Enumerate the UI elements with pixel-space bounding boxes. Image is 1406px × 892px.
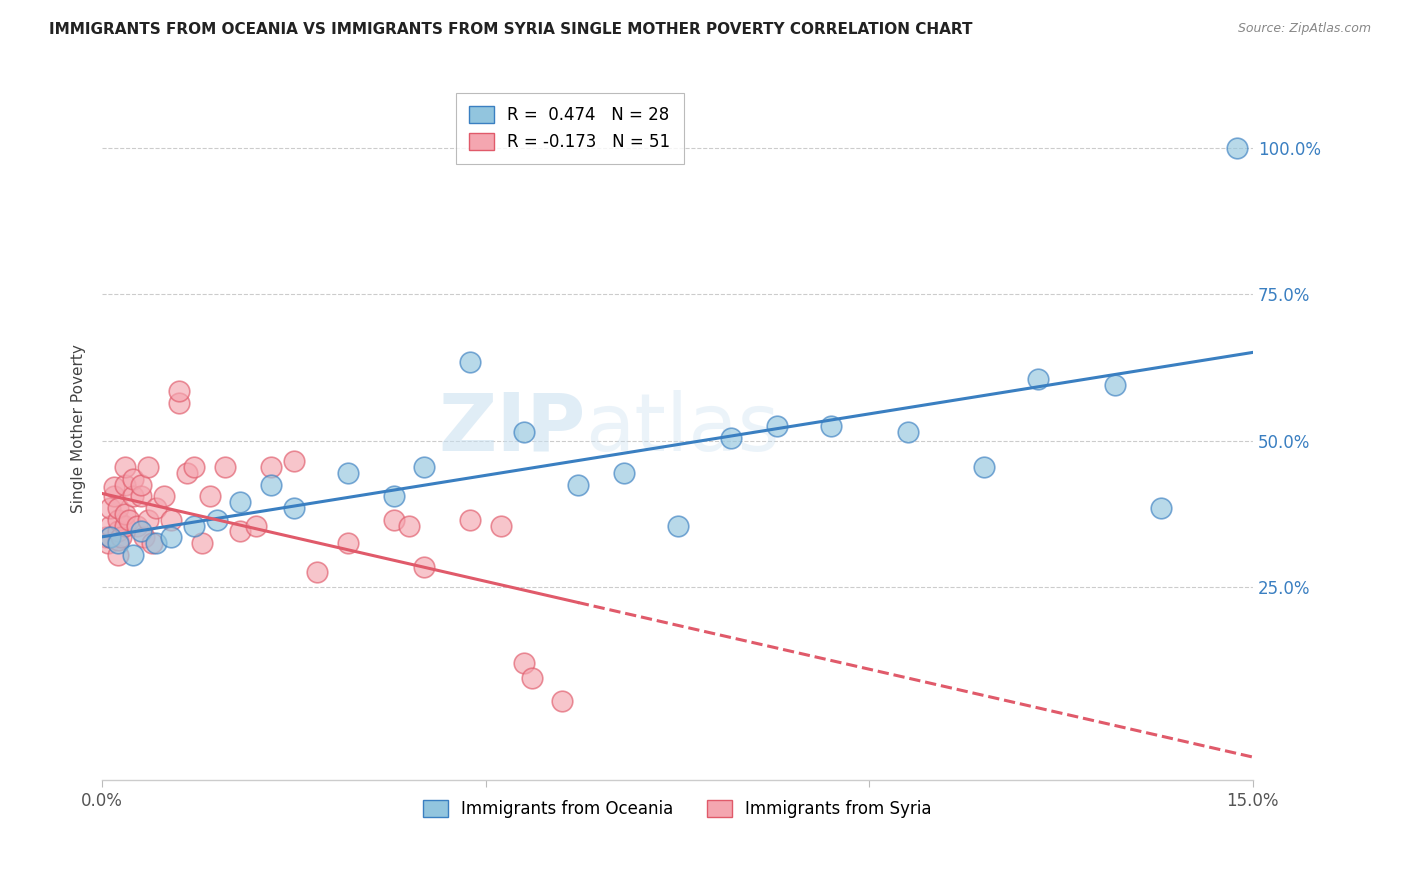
Point — [107, 533, 129, 548]
Text: ZIP: ZIP — [439, 390, 585, 468]
Point — [114, 507, 136, 521]
Point — [103, 480, 125, 494]
Point — [98, 500, 121, 515]
Point — [145, 536, 167, 550]
Point — [260, 459, 283, 474]
Point — [136, 459, 159, 474]
Point — [129, 489, 152, 503]
Point — [513, 425, 536, 439]
Point — [460, 513, 482, 527]
Text: atlas: atlas — [585, 390, 780, 468]
Point — [513, 656, 536, 670]
Point — [973, 459, 995, 474]
Point — [260, 477, 283, 491]
Point — [122, 489, 145, 503]
Point — [98, 530, 121, 544]
Point — [229, 495, 252, 509]
Point — [460, 354, 482, 368]
Point — [413, 559, 436, 574]
Point — [283, 500, 305, 515]
Point — [551, 694, 574, 708]
Point — [183, 459, 205, 474]
Point — [114, 459, 136, 474]
Point — [720, 431, 742, 445]
Point — [382, 513, 405, 527]
Point — [145, 500, 167, 515]
Point — [125, 518, 148, 533]
Point — [1104, 378, 1126, 392]
Point — [98, 518, 121, 533]
Point — [198, 489, 221, 503]
Point — [336, 536, 359, 550]
Point — [122, 472, 145, 486]
Point — [97, 536, 120, 550]
Point — [666, 518, 689, 533]
Point — [1226, 141, 1249, 155]
Point — [160, 513, 183, 527]
Point — [160, 530, 183, 544]
Point — [118, 513, 141, 527]
Point — [567, 477, 589, 491]
Point — [820, 419, 842, 434]
Point — [107, 524, 129, 539]
Point — [114, 518, 136, 533]
Point — [136, 513, 159, 527]
Point — [766, 419, 789, 434]
Point — [107, 548, 129, 562]
Point — [305, 566, 328, 580]
Point — [103, 489, 125, 503]
Point — [114, 477, 136, 491]
Point — [413, 459, 436, 474]
Point — [110, 530, 132, 544]
Point — [283, 454, 305, 468]
Point — [520, 671, 543, 685]
Point — [141, 536, 163, 550]
Point — [167, 395, 190, 409]
Point — [382, 489, 405, 503]
Point — [191, 536, 214, 550]
Point — [229, 524, 252, 539]
Point — [207, 513, 229, 527]
Point — [129, 477, 152, 491]
Point — [94, 530, 117, 544]
Point — [122, 548, 145, 562]
Point — [134, 530, 156, 544]
Text: IMMIGRANTS FROM OCEANIA VS IMMIGRANTS FROM SYRIA SINGLE MOTHER POVERTY CORRELATI: IMMIGRANTS FROM OCEANIA VS IMMIGRANTS FR… — [49, 22, 973, 37]
Point — [1150, 500, 1173, 515]
Point — [176, 466, 198, 480]
Y-axis label: Single Mother Poverty: Single Mother Poverty — [72, 344, 86, 513]
Point — [167, 384, 190, 398]
Point — [1026, 372, 1049, 386]
Point — [183, 518, 205, 533]
Point — [897, 425, 920, 439]
Point — [214, 459, 236, 474]
Point — [129, 524, 152, 539]
Point — [336, 466, 359, 480]
Point — [245, 518, 267, 533]
Text: Source: ZipAtlas.com: Source: ZipAtlas.com — [1237, 22, 1371, 36]
Point — [613, 466, 636, 480]
Point — [489, 518, 512, 533]
Legend: Immigrants from Oceania, Immigrants from Syria: Immigrants from Oceania, Immigrants from… — [416, 793, 939, 825]
Point — [107, 513, 129, 527]
Point — [107, 500, 129, 515]
Point — [107, 536, 129, 550]
Point — [398, 518, 420, 533]
Point — [98, 530, 121, 544]
Point — [152, 489, 174, 503]
